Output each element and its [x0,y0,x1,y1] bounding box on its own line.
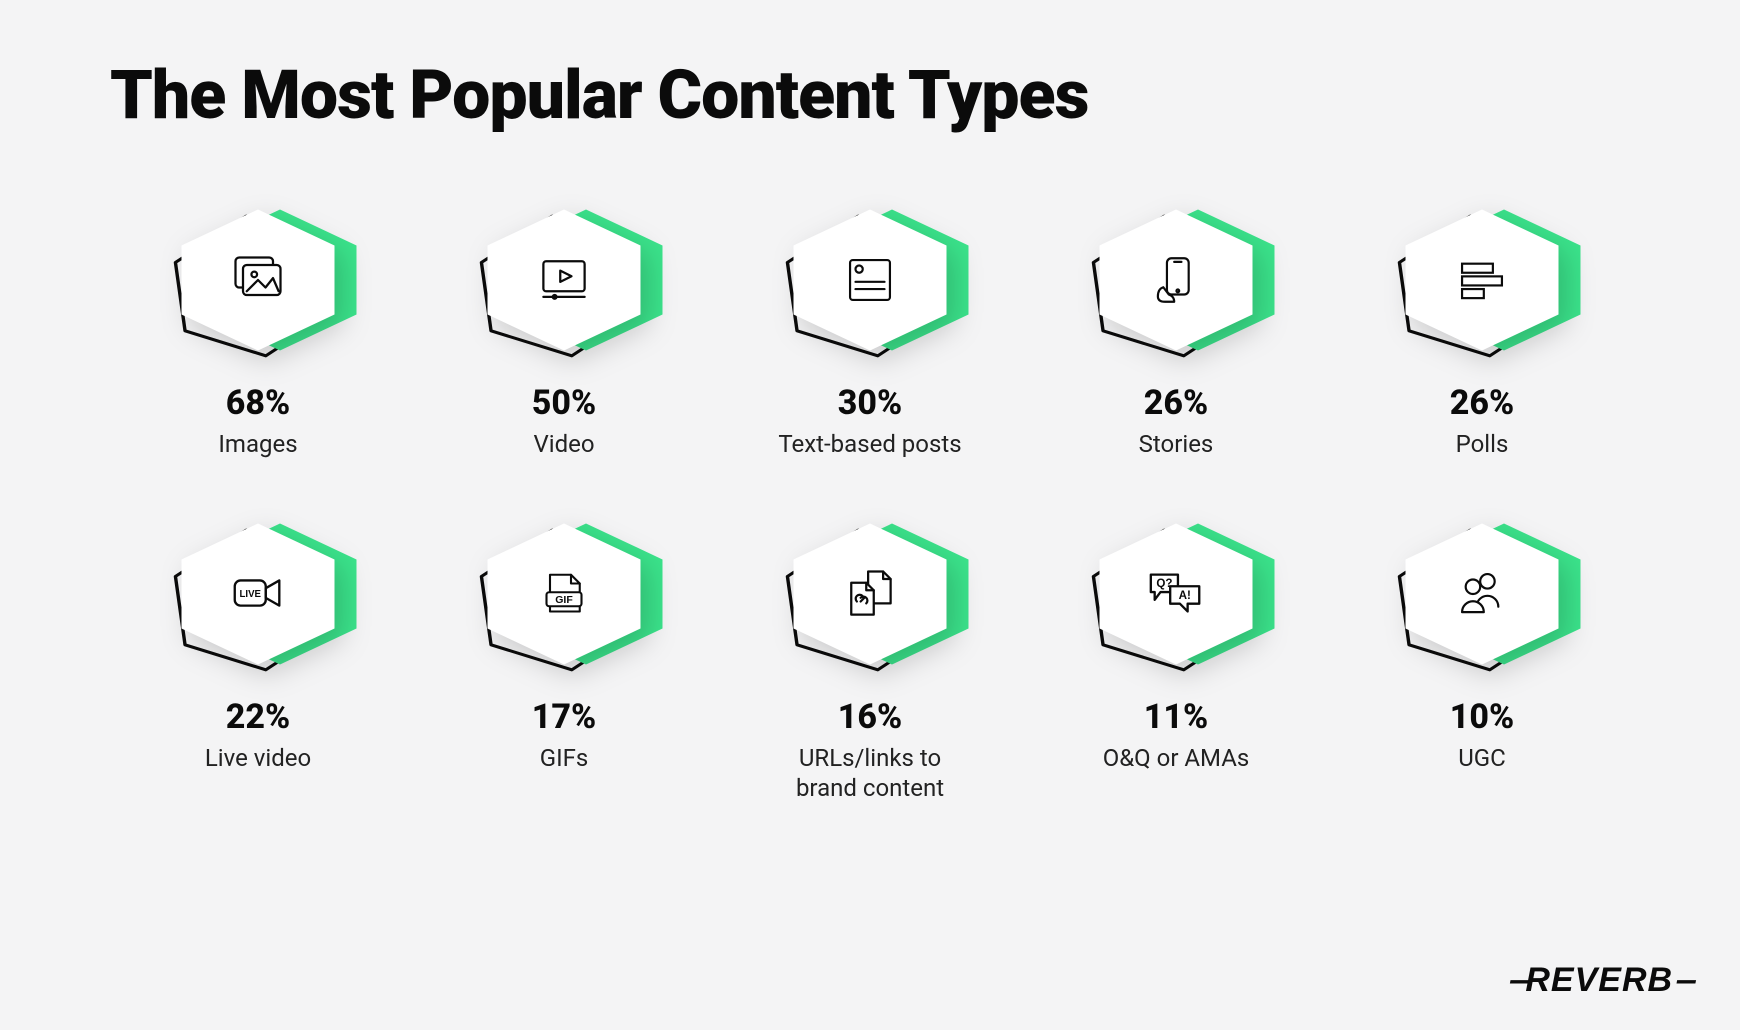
content-type-item: GIF 17% GIFs [446,519,682,803]
content-type-item: 16% URLs/links to brand content [752,519,988,803]
content-type-label: O&Q or AMAs [1103,743,1250,773]
hex-badge: LIVE [173,519,343,669]
svg-text:GIF: GIF [555,594,573,606]
content-grid: 68% Images 50% Video [0,135,1740,803]
content-type-item: 26% Stories [1058,205,1294,459]
content-type-label: Video [533,429,594,459]
images-icon [226,248,290,312]
hex-badge [1091,205,1261,355]
video-icon [532,248,596,312]
content-type-label: Stories [1139,429,1214,459]
svg-text:A!: A! [1179,589,1191,602]
percent-value: 50% [532,383,596,423]
svg-text:LIVE: LIVE [240,589,262,600]
percent-value: 10% [1450,697,1514,737]
percent-value: 11% [1144,697,1208,737]
links-icon [838,562,902,626]
percent-value: 17% [532,697,596,737]
hex-badge [173,205,343,355]
page-title: The Most Popular Content Types [0,0,1740,135]
percent-value: 68% [226,383,290,423]
hex-badge: GIF [479,519,649,669]
percent-value: 22% [226,697,290,737]
content-type-item: Q? A! 11% O&Q or AMAs [1058,519,1294,803]
content-type-label: UGC [1458,743,1506,773]
content-type-item: 10% UGC [1364,519,1600,803]
content-type-label: Text-based posts [778,429,961,459]
gif-icon: GIF [532,562,596,626]
brand-logo: REVERB [1508,961,1690,1000]
ugc-icon [1450,562,1514,626]
content-type-label: GIFs [540,743,589,773]
content-type-item: LIVE 22% Live video [140,519,376,803]
content-type-item: 26% Polls [1364,205,1600,459]
percent-value: 26% [1144,383,1208,423]
percent-value: 16% [838,697,902,737]
hex-badge [785,519,955,669]
polls-icon [1450,248,1514,312]
percent-value: 30% [838,383,902,423]
hex-badge [785,205,955,355]
percent-value: 26% [1450,383,1514,423]
content-type-label: Polls [1456,429,1509,459]
hex-badge [479,205,649,355]
content-type-label: URLs/links to brand content [770,743,970,803]
live-video-icon: LIVE [226,562,290,626]
stories-icon [1144,248,1208,312]
text-post-icon [838,248,902,312]
content-type-item: 68% Images [140,205,376,459]
content-type-label: Live video [205,743,311,773]
qa-icon: Q? A! [1144,562,1208,626]
content-type-item: 50% Video [446,205,682,459]
hex-badge: Q? A! [1091,519,1261,669]
hex-badge [1397,519,1567,669]
content-type-label: Images [218,429,297,459]
content-type-item: 30% Text-based posts [752,205,988,459]
hex-badge [1397,205,1567,355]
